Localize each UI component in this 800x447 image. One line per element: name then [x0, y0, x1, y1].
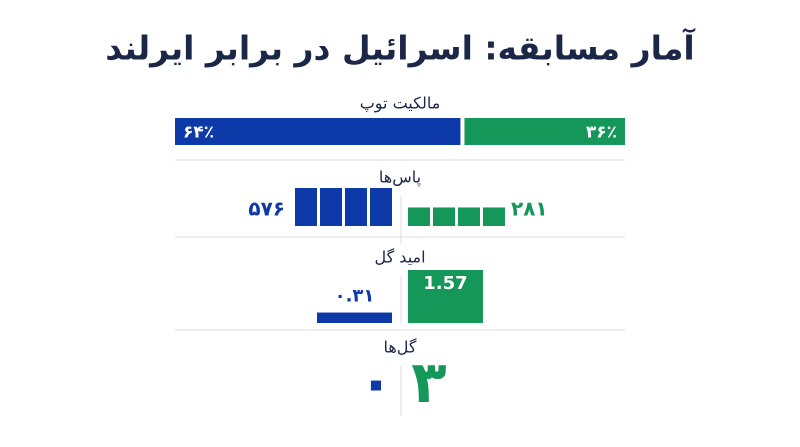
- stat-label: پاس‌ها: [379, 168, 421, 188]
- stat-label: گل‌ها: [383, 338, 416, 357]
- stat-label: مالکیت توپ: [360, 94, 441, 114]
- block: [295, 188, 317, 226]
- block: [433, 207, 455, 226]
- block: [320, 188, 342, 226]
- score: ۰: [358, 348, 393, 416]
- stat-label: امید گل: [374, 248, 425, 267]
- chart-title: آمار مسابقه: اسرائیل در برابر ایرلند: [105, 28, 695, 69]
- block: [370, 188, 392, 226]
- value-label: ۲۸۱: [511, 197, 548, 221]
- value-label: ۵۷۶: [248, 197, 285, 221]
- bar: [175, 118, 461, 145]
- block: [458, 207, 480, 226]
- block: [345, 188, 367, 226]
- box: [408, 270, 483, 323]
- score: ۳: [411, 348, 446, 416]
- value-label: ۳۶٪: [586, 123, 617, 143]
- block: [483, 207, 505, 226]
- value-label: 1.57: [423, 273, 467, 294]
- bar: [464, 118, 625, 145]
- box: [317, 312, 392, 323]
- block: [408, 207, 430, 226]
- value-label: ۶۴٪: [183, 123, 214, 143]
- value-label: ۰.۳۱: [335, 286, 375, 307]
